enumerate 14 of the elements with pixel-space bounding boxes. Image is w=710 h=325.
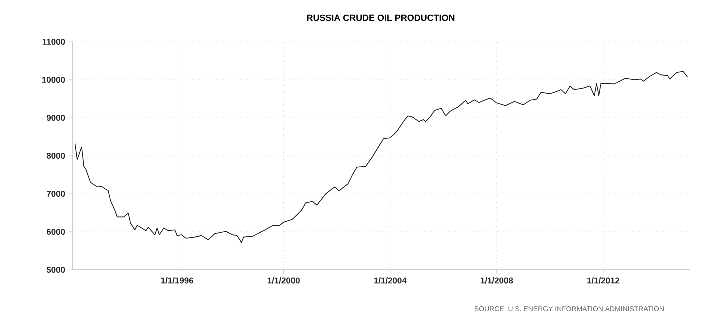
y-tick-label: 9000 bbox=[46, 115, 66, 121]
x-tick-label: 1/1/1996 bbox=[161, 278, 194, 284]
y-tick-label: 6000 bbox=[46, 229, 66, 235]
y-tick-label: 5000 bbox=[46, 267, 66, 273]
x-tick-label: 1/1/2004 bbox=[374, 278, 407, 284]
chart-title: RUSSIA CRUDE OIL PRODUCTION bbox=[307, 14, 455, 22]
x-tick-label: 1/1/2000 bbox=[268, 278, 300, 284]
y-tick-label: 8000 bbox=[46, 153, 66, 159]
line-series bbox=[74, 71, 688, 244]
x-tick-label: 1/1/2012 bbox=[588, 278, 620, 284]
y-tick-label: 7000 bbox=[47, 191, 66, 197]
y-tick-label: 10000 bbox=[42, 77, 66, 83]
x-tick-label: 1/1/2008 bbox=[480, 278, 514, 284]
y-tick-label: 11000 bbox=[42, 39, 66, 45]
